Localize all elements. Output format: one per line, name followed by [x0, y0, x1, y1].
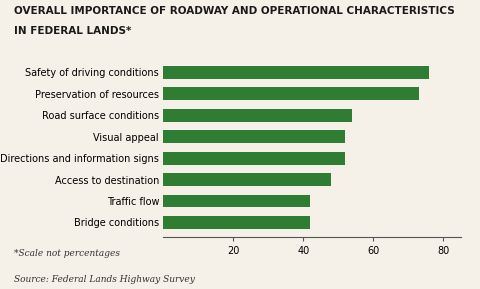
- Bar: [163, 130, 345, 143]
- Bar: [163, 66, 429, 79]
- Text: Source: Federal Lands Highway Survey: Source: Federal Lands Highway Survey: [14, 275, 195, 284]
- Text: IN FEDERAL LANDS*: IN FEDERAL LANDS*: [14, 26, 132, 36]
- Text: *Scale not percentages: *Scale not percentages: [14, 249, 120, 257]
- Bar: [163, 173, 331, 186]
- Bar: [163, 109, 352, 122]
- Bar: [163, 152, 345, 164]
- Bar: [163, 87, 419, 100]
- Bar: [163, 194, 310, 208]
- Text: OVERALL IMPORTANCE OF ROADWAY AND OPERATIONAL CHARACTERISTICS: OVERALL IMPORTANCE OF ROADWAY AND OPERAT…: [14, 6, 455, 16]
- Bar: [163, 216, 310, 229]
